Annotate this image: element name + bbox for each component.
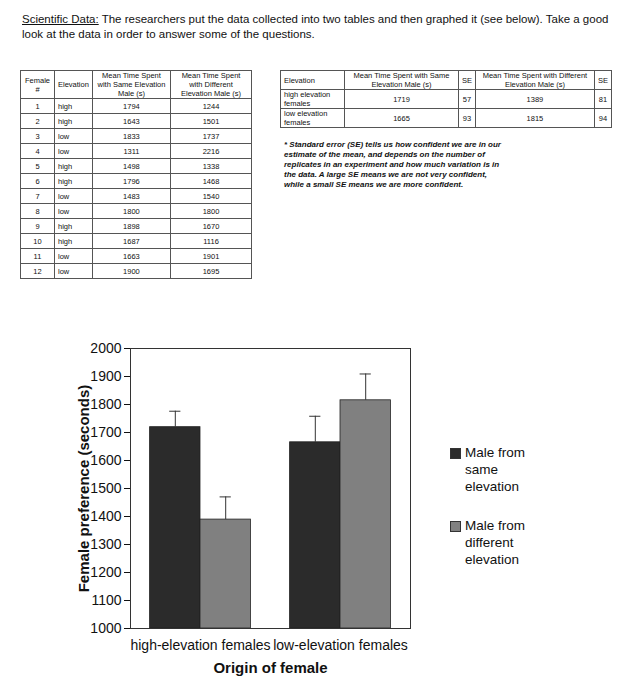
html-text:5: 5 — [35, 161, 40, 171]
html-text:11: 11 — [33, 251, 42, 261]
html-text:1898: 1898 — [123, 221, 140, 231]
html-text:Female #: Female # — [25, 75, 50, 94]
html-text:1501: 1501 — [202, 116, 220, 126]
html-text:high elevation females: high elevation females — [284, 90, 331, 108]
html-text:10: 10 — [33, 236, 42, 246]
html-text:* Standard error (SE) tells us: * Standard error (SE) tells us how confi… — [284, 140, 501, 189]
html-text:1737: 1737 — [202, 131, 220, 141]
html-text:high: high — [58, 221, 73, 231]
html-text:1116: 1116 — [203, 236, 219, 246]
html-text:57: 57 — [462, 94, 472, 104]
html-text:4: 4 — [35, 146, 40, 156]
svg-text:1200: 1200 — [90, 564, 121, 580]
html-text:low: low — [58, 266, 70, 276]
svg-text:1800: 1800 — [90, 396, 121, 412]
html-text:3: 3 — [35, 131, 40, 141]
svg-text:1400: 1400 — [90, 508, 121, 524]
html-text:94: 94 — [598, 113, 608, 123]
html-text:1311: 1311 — [123, 146, 140, 156]
html-text:high: high — [58, 101, 73, 111]
html-text:Mean Time Spent with Same Elev: Mean Time Spent with Same Elevation Male… — [353, 71, 450, 89]
html-text:Mean Time Spent with Different: Mean Time Spent with Different Elevation… — [482, 71, 588, 89]
html-text:1468: 1468 — [202, 176, 220, 186]
svg-text:Origin of female: Origin of female — [213, 659, 327, 676]
html-text:1643: 1643 — [123, 116, 140, 126]
html-text:Elevation: Elevation — [58, 80, 89, 89]
html-text:high: high — [58, 176, 73, 186]
svg-text:1500: 1500 — [90, 480, 121, 496]
html-text:81: 81 — [598, 94, 608, 104]
html-text:2: 2 — [35, 116, 40, 126]
html-text:Scientific Data: The researche: Scientific Data: The researchers put the… — [22, 13, 609, 40]
html-text:1815: 1815 — [526, 113, 544, 123]
svg-text:low-elevation females: low-elevation females — [273, 637, 408, 653]
html-text:1540: 1540 — [202, 191, 220, 201]
html-text:1833: 1833 — [123, 131, 140, 141]
html-text:low elevation females: low elevation females — [284, 109, 328, 127]
html-text:high: high — [58, 116, 73, 126]
svg-text:1600: 1600 — [90, 452, 121, 468]
html-text:SE: SE — [461, 75, 472, 85]
html-text:1389: 1389 — [526, 94, 544, 104]
html-text:Male from different elevation: Male from different elevation — [465, 518, 525, 567]
html-text:1670: 1670 — [202, 221, 220, 231]
svg-text:high-elevation females: high-elevation females — [130, 637, 270, 653]
svg-text:1300: 1300 — [90, 536, 121, 552]
html-text:Mean Time Spent with Same Elev: Mean Time Spent with Same Elevation Male… — [97, 71, 166, 98]
html-text:1663: 1663 — [123, 251, 140, 261]
html-text:1687: 1687 — [123, 236, 140, 246]
svg-text:2000: 2000 — [90, 340, 121, 356]
html-text:1794: 1794 — [123, 101, 140, 111]
html-text:93: 93 — [462, 113, 472, 123]
html-text:6: 6 — [35, 176, 40, 186]
html-text:low: low — [58, 131, 70, 141]
html-text:1498: 1498 — [123, 161, 140, 171]
html-text:8: 8 — [35, 206, 40, 216]
html-text:low: low — [58, 206, 70, 216]
html-text:SE: SE — [598, 75, 608, 85]
html-text:1244: 1244 — [202, 101, 220, 111]
html-text:1901: 1901 — [202, 251, 220, 261]
svg-text:1100: 1100 — [91, 592, 121, 608]
html-text:low: low — [58, 191, 70, 201]
html-text:1796: 1796 — [123, 176, 140, 186]
html-text:high: high — [58, 161, 73, 171]
html-text:1695: 1695 — [202, 266, 220, 276]
html-text:1338: 1338 — [202, 161, 220, 171]
html-text:high: high — [58, 236, 73, 246]
html-text:1719: 1719 — [393, 94, 410, 104]
html-text:Male from same elevation: Male from same elevation — [465, 445, 525, 494]
svg-text:1900: 1900 — [90, 368, 121, 384]
svg-text:1000: 1000 — [90, 620, 121, 636]
html-text:Elevation: Elevation — [284, 75, 315, 85]
html-text:7: 7 — [35, 191, 40, 201]
html-text:Mean Time Spent with Different: Mean Time Spent with Different Elevation… — [181, 71, 241, 98]
svg-text:Female preference (seconds): Female preference (seconds) — [75, 385, 92, 593]
html-text:low: low — [58, 146, 70, 156]
html-text:9: 9 — [35, 221, 40, 231]
html-text:low: low — [58, 251, 70, 261]
html-text:1800: 1800 — [202, 206, 220, 216]
html-text:1: 1 — [35, 101, 40, 111]
html-text:12: 12 — [33, 266, 42, 276]
html-text:1665: 1665 — [393, 113, 410, 123]
html-text:2216: 2216 — [202, 146, 220, 156]
html-text:1900: 1900 — [123, 266, 140, 276]
svg-text:1700: 1700 — [90, 424, 121, 440]
html-text:1800: 1800 — [123, 206, 140, 216]
html-text:1483: 1483 — [123, 191, 140, 201]
